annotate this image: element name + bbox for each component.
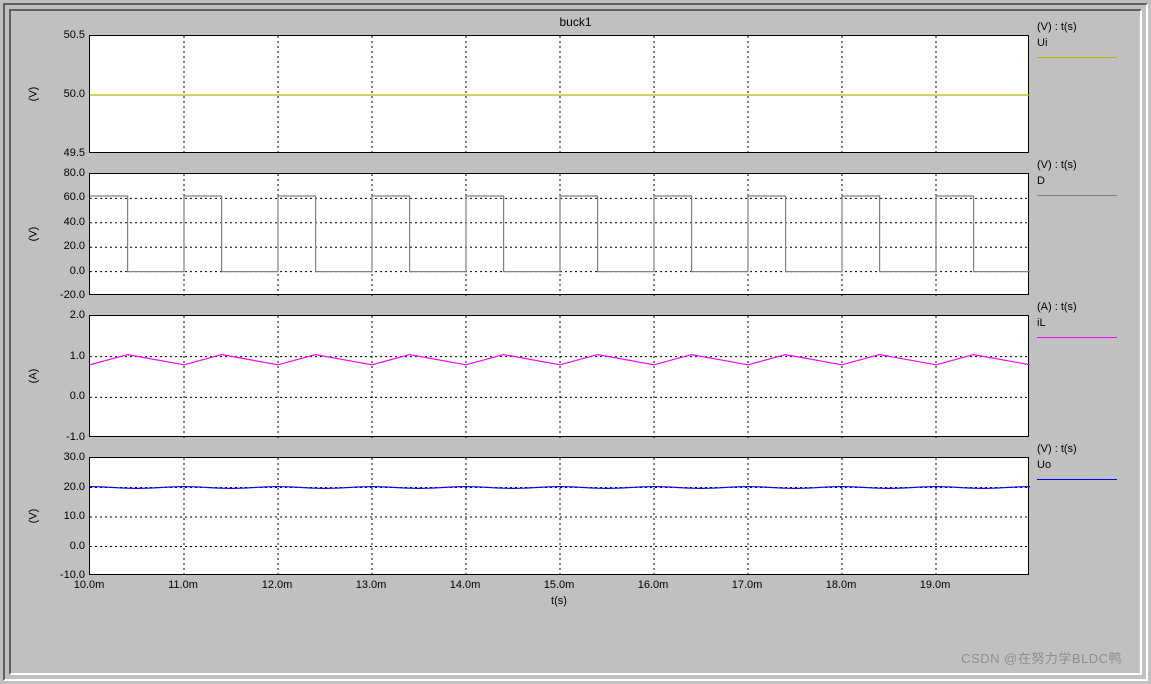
x-tick-label: 15.0m: [544, 579, 575, 591]
y-tick-label: 49.5: [64, 147, 85, 159]
legend-swatch: [1037, 337, 1117, 338]
chart-area-Ui: [89, 35, 1029, 153]
plot-row-iL: (A)-1.00.01.02.0(A) : t(s)iL: [19, 315, 1132, 437]
legend-name: iL: [1037, 315, 1127, 329]
chart-area-D: [89, 173, 1029, 295]
x-tick-label: 13.0m: [356, 579, 387, 591]
y-tick-label: 10.0: [64, 510, 85, 522]
y-tick-label: 0.0: [70, 390, 85, 402]
y-ticks: -1.00.01.02.0: [47, 315, 89, 437]
x-axis-label: t(s): [89, 595, 1029, 607]
chart-area-Uo: [89, 457, 1029, 575]
y-axis-label: (V): [27, 227, 39, 242]
legend-header: (A) : t(s): [1037, 301, 1077, 313]
y-tick-label: 80.0: [64, 167, 85, 179]
y-tick-label: 20.0: [64, 481, 85, 493]
plot-row-D: (V)-20.00.020.040.060.080.0(V) : t(s)D: [19, 173, 1132, 295]
y-tick-label: 2.0: [70, 309, 85, 321]
y-axis-label-col: (A): [19, 315, 47, 437]
y-axis-label: (A): [27, 369, 39, 384]
plot-row-Ui: (V) 49.550.050.5 (V) : t(s)Ui: [19, 35, 1132, 153]
y-ticks: 49.550.050.5: [47, 35, 89, 153]
x-tick-label: 12.0m: [262, 579, 293, 591]
y-ticks: -20.00.020.040.060.080.0: [47, 173, 89, 295]
y-ticks: -10.00.010.020.030.0: [47, 457, 89, 575]
x-tick-label: 17.0m: [732, 579, 763, 591]
window-frame: buck1 (V)49.550.050.5(V) : t(s)Ui(V)-20.…: [3, 3, 1148, 681]
plots-container: (V)49.550.050.5(V) : t(s)Ui(V)-20.00.020…: [19, 35, 1132, 607]
plot-row-Uo: (V)-10.00.010.020.030.0(V) : t(s)Uo: [19, 457, 1132, 575]
legend-Ui: (V) : t(s)Ui: [1029, 35, 1127, 153]
watermark: CSDN @在努力学BLDC鸭: [961, 648, 1122, 667]
legend-swatch: [1037, 195, 1117, 196]
y-tick-label: 50.5: [64, 29, 85, 41]
y-axis-label-col: (V): [19, 35, 47, 153]
legend-swatch: [1037, 57, 1117, 58]
x-tick-label: 16.0m: [638, 579, 669, 591]
legend-name: D: [1037, 173, 1127, 187]
y-tick-label: 50.0: [64, 88, 85, 100]
legend-D: (V) : t(s)D: [1029, 173, 1127, 295]
legend-header: (V) : t(s): [1037, 159, 1077, 171]
x-tick-label: 11.0m: [168, 579, 198, 591]
plot-frame: buck1 (V)49.550.050.5(V) : t(s)Ui(V)-20.…: [9, 9, 1142, 675]
x-axis: 10.0m 11.0m 12.0m 13.0m 14.0m 15.0m 16.0m 17.0m…: [19, 577, 1132, 595]
x-tick-label: 19.0m: [920, 579, 951, 591]
y-axis-label: (V): [27, 87, 39, 102]
legend-name: Ui: [1037, 35, 1127, 49]
legend-header: (V) : t(s): [1037, 21, 1077, 33]
y-tick-label: 0.0: [70, 265, 85, 277]
x-tick-label: 18.0m: [826, 579, 857, 591]
legend-swatch: [1037, 479, 1117, 480]
legend-Uo: (V) : t(s)Uo: [1029, 457, 1127, 575]
y-tick-label: 20.0: [64, 240, 85, 252]
x-tick-label: 14.0m: [450, 579, 481, 591]
y-axis-label: (V): [27, 509, 39, 524]
y-tick-label: -1.0: [66, 431, 85, 443]
y-axis-label-col: (V): [19, 173, 47, 295]
legend-iL: (A) : t(s)iL: [1029, 315, 1127, 437]
chart-area-iL: [89, 315, 1029, 437]
y-tick-label: 30.0: [64, 451, 85, 463]
y-tick-label: 40.0: [64, 216, 85, 228]
y-tick-label: -20.0: [60, 289, 85, 301]
y-tick-label: 1.0: [70, 350, 85, 362]
chart-title: buck1: [11, 11, 1140, 35]
x-tick-label: 10.0m: [74, 579, 105, 591]
legend-header: (V) : t(s): [1037, 443, 1077, 455]
y-tick-label: 60.0: [64, 191, 85, 203]
trace-D: [90, 196, 1030, 272]
y-tick-label: 0.0: [70, 540, 85, 552]
legend-name: Uo: [1037, 457, 1127, 471]
y-axis-label-col: (V): [19, 457, 47, 575]
